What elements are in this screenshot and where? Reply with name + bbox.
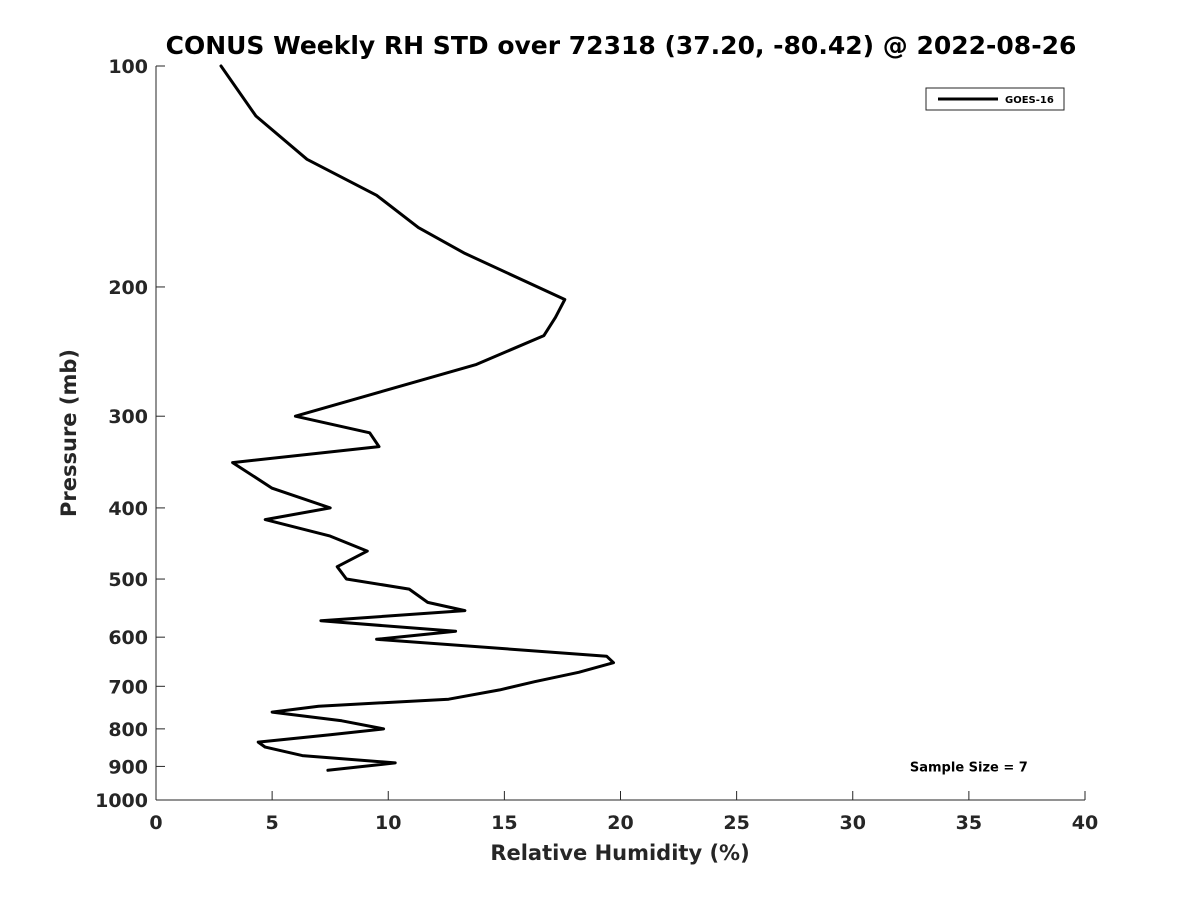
sample-size-annotation: Sample Size = 7 (910, 760, 1028, 775)
x-tick-label: 20 (607, 812, 633, 834)
x-tick-label: 10 (375, 812, 401, 834)
y-tick-label: 100 (108, 56, 148, 78)
x-tick-label: 30 (840, 812, 866, 834)
y-tick-label: 700 (108, 676, 148, 698)
y-tick-label: 200 (108, 277, 148, 299)
x-tick-label: 5 (266, 812, 279, 834)
y-tick-label: 600 (108, 627, 148, 649)
legend-label-goes-16: GOES-16 (1005, 95, 1054, 106)
x-tick-label: 35 (956, 812, 982, 834)
x-axis-label: Relative Humidity (%) (490, 841, 749, 865)
y-tick-label: 800 (108, 719, 148, 741)
legend: GOES-16 (926, 88, 1064, 110)
y-axis-label: Pressure (mb) (57, 349, 81, 517)
y-tick-label: 300 (108, 406, 148, 428)
x-tick-label: 40 (1072, 812, 1098, 834)
x-tick-label: 15 (491, 812, 517, 834)
y-tick-label: 500 (108, 569, 148, 591)
y-tick-label: 900 (108, 756, 148, 778)
y-tick-label: 400 (108, 498, 148, 520)
x-tick-label: 0 (149, 812, 162, 834)
x-tick-label: 25 (723, 812, 749, 834)
chart-title: CONUS Weekly RH STD over 72318 (37.20, -… (166, 31, 1077, 60)
y-tick-label: 1000 (95, 790, 148, 812)
